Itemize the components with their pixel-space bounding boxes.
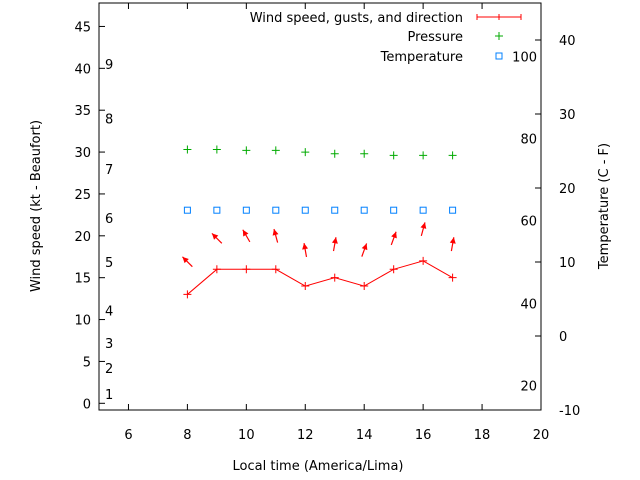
pressure-point — [212, 145, 221, 154]
temperature-point — [213, 206, 221, 214]
wind-speed-point — [301, 282, 310, 291]
wind-direction-arrowhead — [391, 231, 397, 239]
y2-tick-label: 30 — [559, 108, 576, 123]
y2-axis-label: Temperature (C - F) — [597, 143, 612, 270]
beaufort-label: 9 — [105, 58, 113, 73]
y2-tick-label: -10 — [559, 404, 580, 419]
pressure-point — [360, 149, 369, 158]
legend-temperature-swatch — [495, 52, 503, 60]
wind-speed-point — [330, 273, 339, 282]
fahrenheit-label: 40 — [520, 297, 537, 312]
wind-speed-point — [389, 265, 398, 274]
wind-direction-arrowhead — [331, 237, 338, 244]
temperature-point — [183, 206, 191, 214]
legend-pressure-label: Pressure — [407, 30, 463, 45]
wind-direction-arrowhead — [242, 229, 249, 237]
temperature-point — [390, 206, 398, 214]
temperature-point — [272, 206, 280, 214]
fahrenheit-label: 100 — [512, 50, 537, 65]
pressure-point — [448, 151, 457, 160]
beaufort-label: 3 — [105, 337, 113, 352]
wind-speed-point — [271, 265, 280, 274]
x-tick-label: 8 — [183, 428, 191, 443]
beaufort-label: 4 — [105, 304, 113, 319]
wind-direction-arrowhead — [211, 233, 219, 240]
beaufort-label: 5 — [105, 256, 113, 271]
wind-speed-line — [187, 260, 453, 295]
x-tick-label: 18 — [474, 428, 491, 443]
plot-border — [98, 2, 542, 411]
y-tick-label: 15 — [74, 272, 91, 287]
x-tick-label: 10 — [238, 428, 255, 443]
wind-speed-point — [242, 265, 251, 274]
y-tick-label: 5 — [83, 355, 91, 370]
temperature-point — [419, 206, 427, 214]
wind-direction-arrowhead — [420, 222, 427, 229]
pressure-point — [389, 151, 398, 160]
beaufort-label: 7 — [105, 163, 113, 178]
temperature-point — [449, 206, 457, 214]
y-tick-label: 10 — [74, 314, 91, 329]
y2-tick-label: 0 — [559, 330, 567, 345]
wind-direction-arrowhead — [182, 256, 189, 264]
y-tick-label: 25 — [74, 188, 91, 203]
y-tick-label: 20 — [74, 230, 91, 245]
pressure-point — [419, 151, 428, 160]
wind-direction-arrowhead — [272, 229, 279, 236]
y-tick-label: 40 — [74, 62, 91, 77]
pressure-point — [271, 146, 280, 155]
legend-pressure-swatch — [495, 32, 503, 40]
wind-direction-arrowhead — [361, 243, 368, 251]
pressure-point — [242, 146, 251, 155]
y-tick-label: 35 — [74, 104, 91, 119]
y-tick-label: 0 — [83, 397, 91, 412]
x-axis-label: Local time (America/Lima) — [233, 459, 404, 474]
wind-speed-point — [212, 265, 221, 274]
fahrenheit-label: 20 — [520, 380, 537, 395]
x-tick-label: 14 — [356, 428, 373, 443]
wind-speed-point — [419, 256, 428, 265]
x-tick-label: 12 — [297, 428, 314, 443]
pressure-point — [330, 149, 339, 158]
fahrenheit-label: 80 — [520, 132, 537, 147]
beaufort-label: 6 — [105, 212, 113, 227]
y-axis-label: Wind speed (kt - Beaufort) — [29, 120, 44, 292]
x-tick-label: 16 — [415, 428, 432, 443]
y-tick-label: 45 — [74, 20, 91, 35]
legend-wind-label: Wind speed, gusts, and direction — [250, 11, 463, 26]
temperature-point — [301, 206, 309, 214]
fahrenheit-label: 60 — [520, 215, 537, 230]
wind-speed-point — [448, 273, 457, 282]
wind-speed-point — [183, 290, 192, 299]
legend-temperature-label: Temperature — [380, 50, 463, 65]
legend: Wind speed, gusts, and direction Pressur… — [250, 11, 522, 65]
temperature-point — [360, 206, 368, 214]
x-tick-label: 6 — [124, 428, 132, 443]
x-tick-label: 20 — [533, 428, 550, 443]
beaufort-label: 1 — [105, 388, 113, 403]
wind-speed-point — [360, 282, 369, 291]
y2-tick-label: 20 — [559, 182, 576, 197]
wind-direction-arrowhead — [449, 237, 456, 244]
y2-tick-label: 40 — [559, 34, 576, 49]
wind-direction-arrowhead — [302, 243, 309, 250]
temperature-point — [331, 206, 339, 214]
pressure-point — [183, 145, 192, 154]
beaufort-label: 8 — [105, 113, 113, 128]
temperature-point — [242, 206, 250, 214]
y-tick-label: 30 — [74, 146, 91, 161]
y2-tick-label: 10 — [559, 256, 576, 271]
pressure-point — [301, 148, 310, 157]
beaufort-label: 2 — [105, 362, 113, 377]
